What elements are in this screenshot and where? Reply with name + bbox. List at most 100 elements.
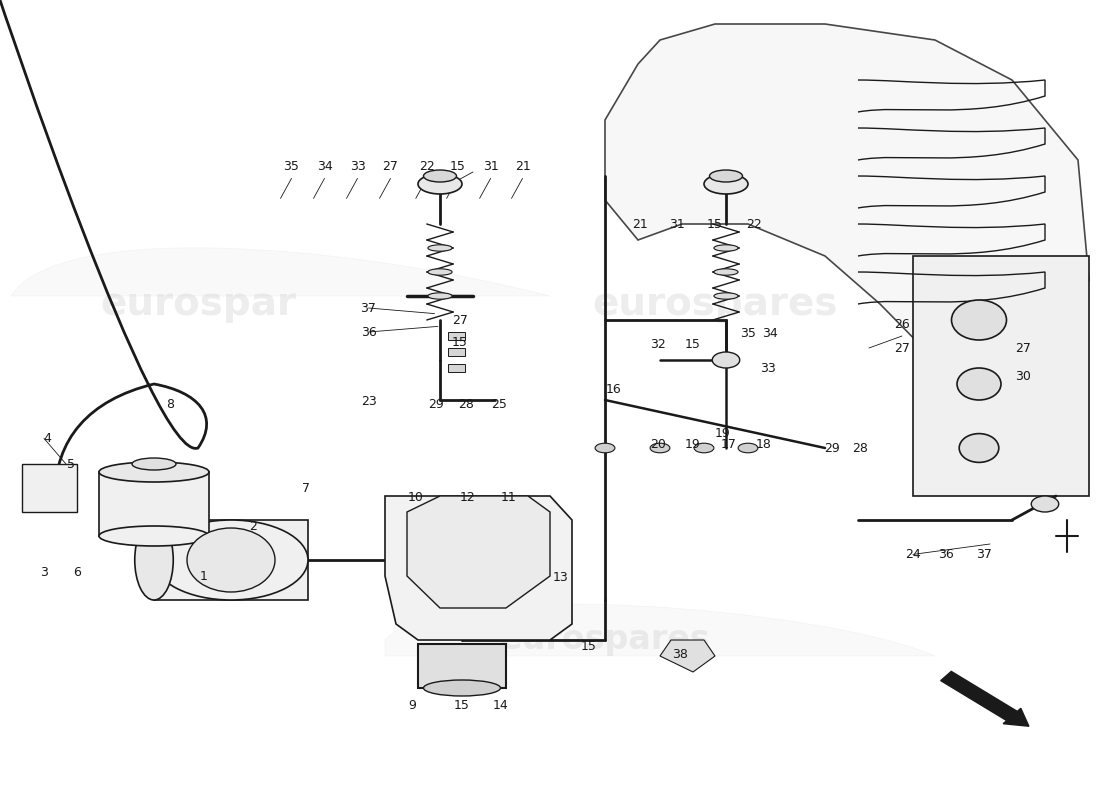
- Text: 21: 21: [632, 218, 648, 230]
- Text: 11: 11: [500, 491, 516, 504]
- Text: 5: 5: [67, 458, 76, 470]
- Text: 27: 27: [452, 314, 468, 326]
- Text: 4: 4: [43, 432, 52, 445]
- Text: 6: 6: [73, 566, 81, 578]
- Bar: [449, 364, 464, 372]
- Text: 1: 1: [199, 570, 208, 582]
- Ellipse shape: [428, 293, 452, 299]
- Text: 12: 12: [460, 491, 475, 504]
- Text: 14: 14: [493, 699, 508, 712]
- Ellipse shape: [694, 443, 714, 453]
- Ellipse shape: [424, 170, 456, 182]
- Text: 33: 33: [350, 160, 365, 173]
- Text: 37: 37: [977, 548, 992, 561]
- Bar: [449, 348, 464, 356]
- Ellipse shape: [132, 458, 176, 470]
- Text: eurospares: eurospares: [499, 623, 711, 657]
- Text: 33: 33: [760, 362, 775, 374]
- Ellipse shape: [714, 245, 738, 251]
- Text: 9: 9: [408, 699, 417, 712]
- Text: 21: 21: [515, 160, 530, 173]
- Circle shape: [957, 368, 1001, 400]
- Text: 37: 37: [361, 302, 376, 314]
- Text: 34: 34: [317, 160, 332, 173]
- PathPatch shape: [605, 24, 1089, 416]
- Ellipse shape: [710, 170, 742, 182]
- Text: 30: 30: [1015, 370, 1031, 382]
- Text: 36: 36: [938, 548, 954, 561]
- Bar: [22, 464, 77, 512]
- Text: 17: 17: [720, 438, 736, 450]
- Text: 20: 20: [650, 438, 666, 450]
- Ellipse shape: [650, 443, 670, 453]
- Text: 31: 31: [669, 218, 684, 230]
- Text: 15: 15: [450, 160, 465, 173]
- Text: 22: 22: [746, 218, 761, 230]
- Ellipse shape: [135, 520, 174, 600]
- Ellipse shape: [704, 174, 748, 194]
- PathPatch shape: [11, 248, 550, 296]
- Text: 32: 32: [650, 338, 666, 350]
- Ellipse shape: [738, 443, 758, 453]
- Bar: [449, 332, 464, 340]
- Text: 38: 38: [672, 648, 688, 661]
- Text: 19: 19: [685, 438, 701, 450]
- Text: 16: 16: [606, 383, 621, 396]
- Text: 31: 31: [483, 160, 498, 173]
- Ellipse shape: [154, 520, 308, 600]
- Bar: [99, 472, 209, 536]
- Circle shape: [952, 300, 1006, 340]
- Text: 26: 26: [894, 318, 910, 330]
- Text: 7: 7: [301, 482, 310, 494]
- Ellipse shape: [99, 526, 209, 546]
- Text: 27: 27: [383, 160, 398, 173]
- Text: eurospar: eurospar: [100, 285, 296, 323]
- Text: 27: 27: [894, 342, 910, 354]
- PathPatch shape: [385, 604, 935, 656]
- Text: 25: 25: [492, 398, 507, 410]
- Text: 36: 36: [361, 326, 376, 338]
- Ellipse shape: [428, 245, 452, 251]
- Text: 35: 35: [740, 327, 756, 340]
- Ellipse shape: [99, 462, 209, 482]
- Text: 15: 15: [581, 640, 596, 653]
- Circle shape: [959, 434, 999, 462]
- Text: 8: 8: [166, 398, 175, 410]
- Text: 2: 2: [249, 520, 257, 533]
- Bar: [913, 256, 1089, 496]
- Text: 35: 35: [284, 160, 299, 173]
- Text: 19: 19: [715, 427, 730, 440]
- Ellipse shape: [428, 269, 452, 275]
- Ellipse shape: [713, 352, 739, 368]
- Text: 10: 10: [408, 491, 424, 504]
- Bar: [154, 520, 308, 600]
- Text: 15: 15: [685, 338, 701, 350]
- Polygon shape: [385, 496, 572, 640]
- Text: 15: 15: [452, 336, 468, 349]
- Text: 28: 28: [852, 442, 868, 454]
- Text: 15: 15: [454, 699, 470, 712]
- Ellipse shape: [418, 174, 462, 194]
- Text: 29: 29: [824, 442, 839, 454]
- Bar: [418, 644, 506, 688]
- Text: 13: 13: [553, 571, 569, 584]
- Ellipse shape: [1032, 496, 1058, 512]
- Text: 27: 27: [1015, 342, 1031, 354]
- Text: 18: 18: [756, 438, 771, 450]
- PathPatch shape: [660, 640, 715, 672]
- Ellipse shape: [714, 293, 738, 299]
- Text: 34: 34: [762, 327, 778, 340]
- Text: 3: 3: [40, 566, 48, 578]
- Text: 23: 23: [361, 395, 376, 408]
- Ellipse shape: [424, 680, 500, 696]
- Text: 22: 22: [419, 160, 435, 173]
- Text: 29: 29: [428, 398, 443, 410]
- Ellipse shape: [187, 528, 275, 592]
- Text: 24: 24: [905, 548, 921, 561]
- FancyArrow shape: [940, 671, 1028, 726]
- Text: eurospares: eurospares: [592, 285, 838, 323]
- Ellipse shape: [595, 443, 615, 453]
- Text: 28: 28: [459, 398, 474, 410]
- PathPatch shape: [407, 496, 550, 608]
- Ellipse shape: [714, 269, 738, 275]
